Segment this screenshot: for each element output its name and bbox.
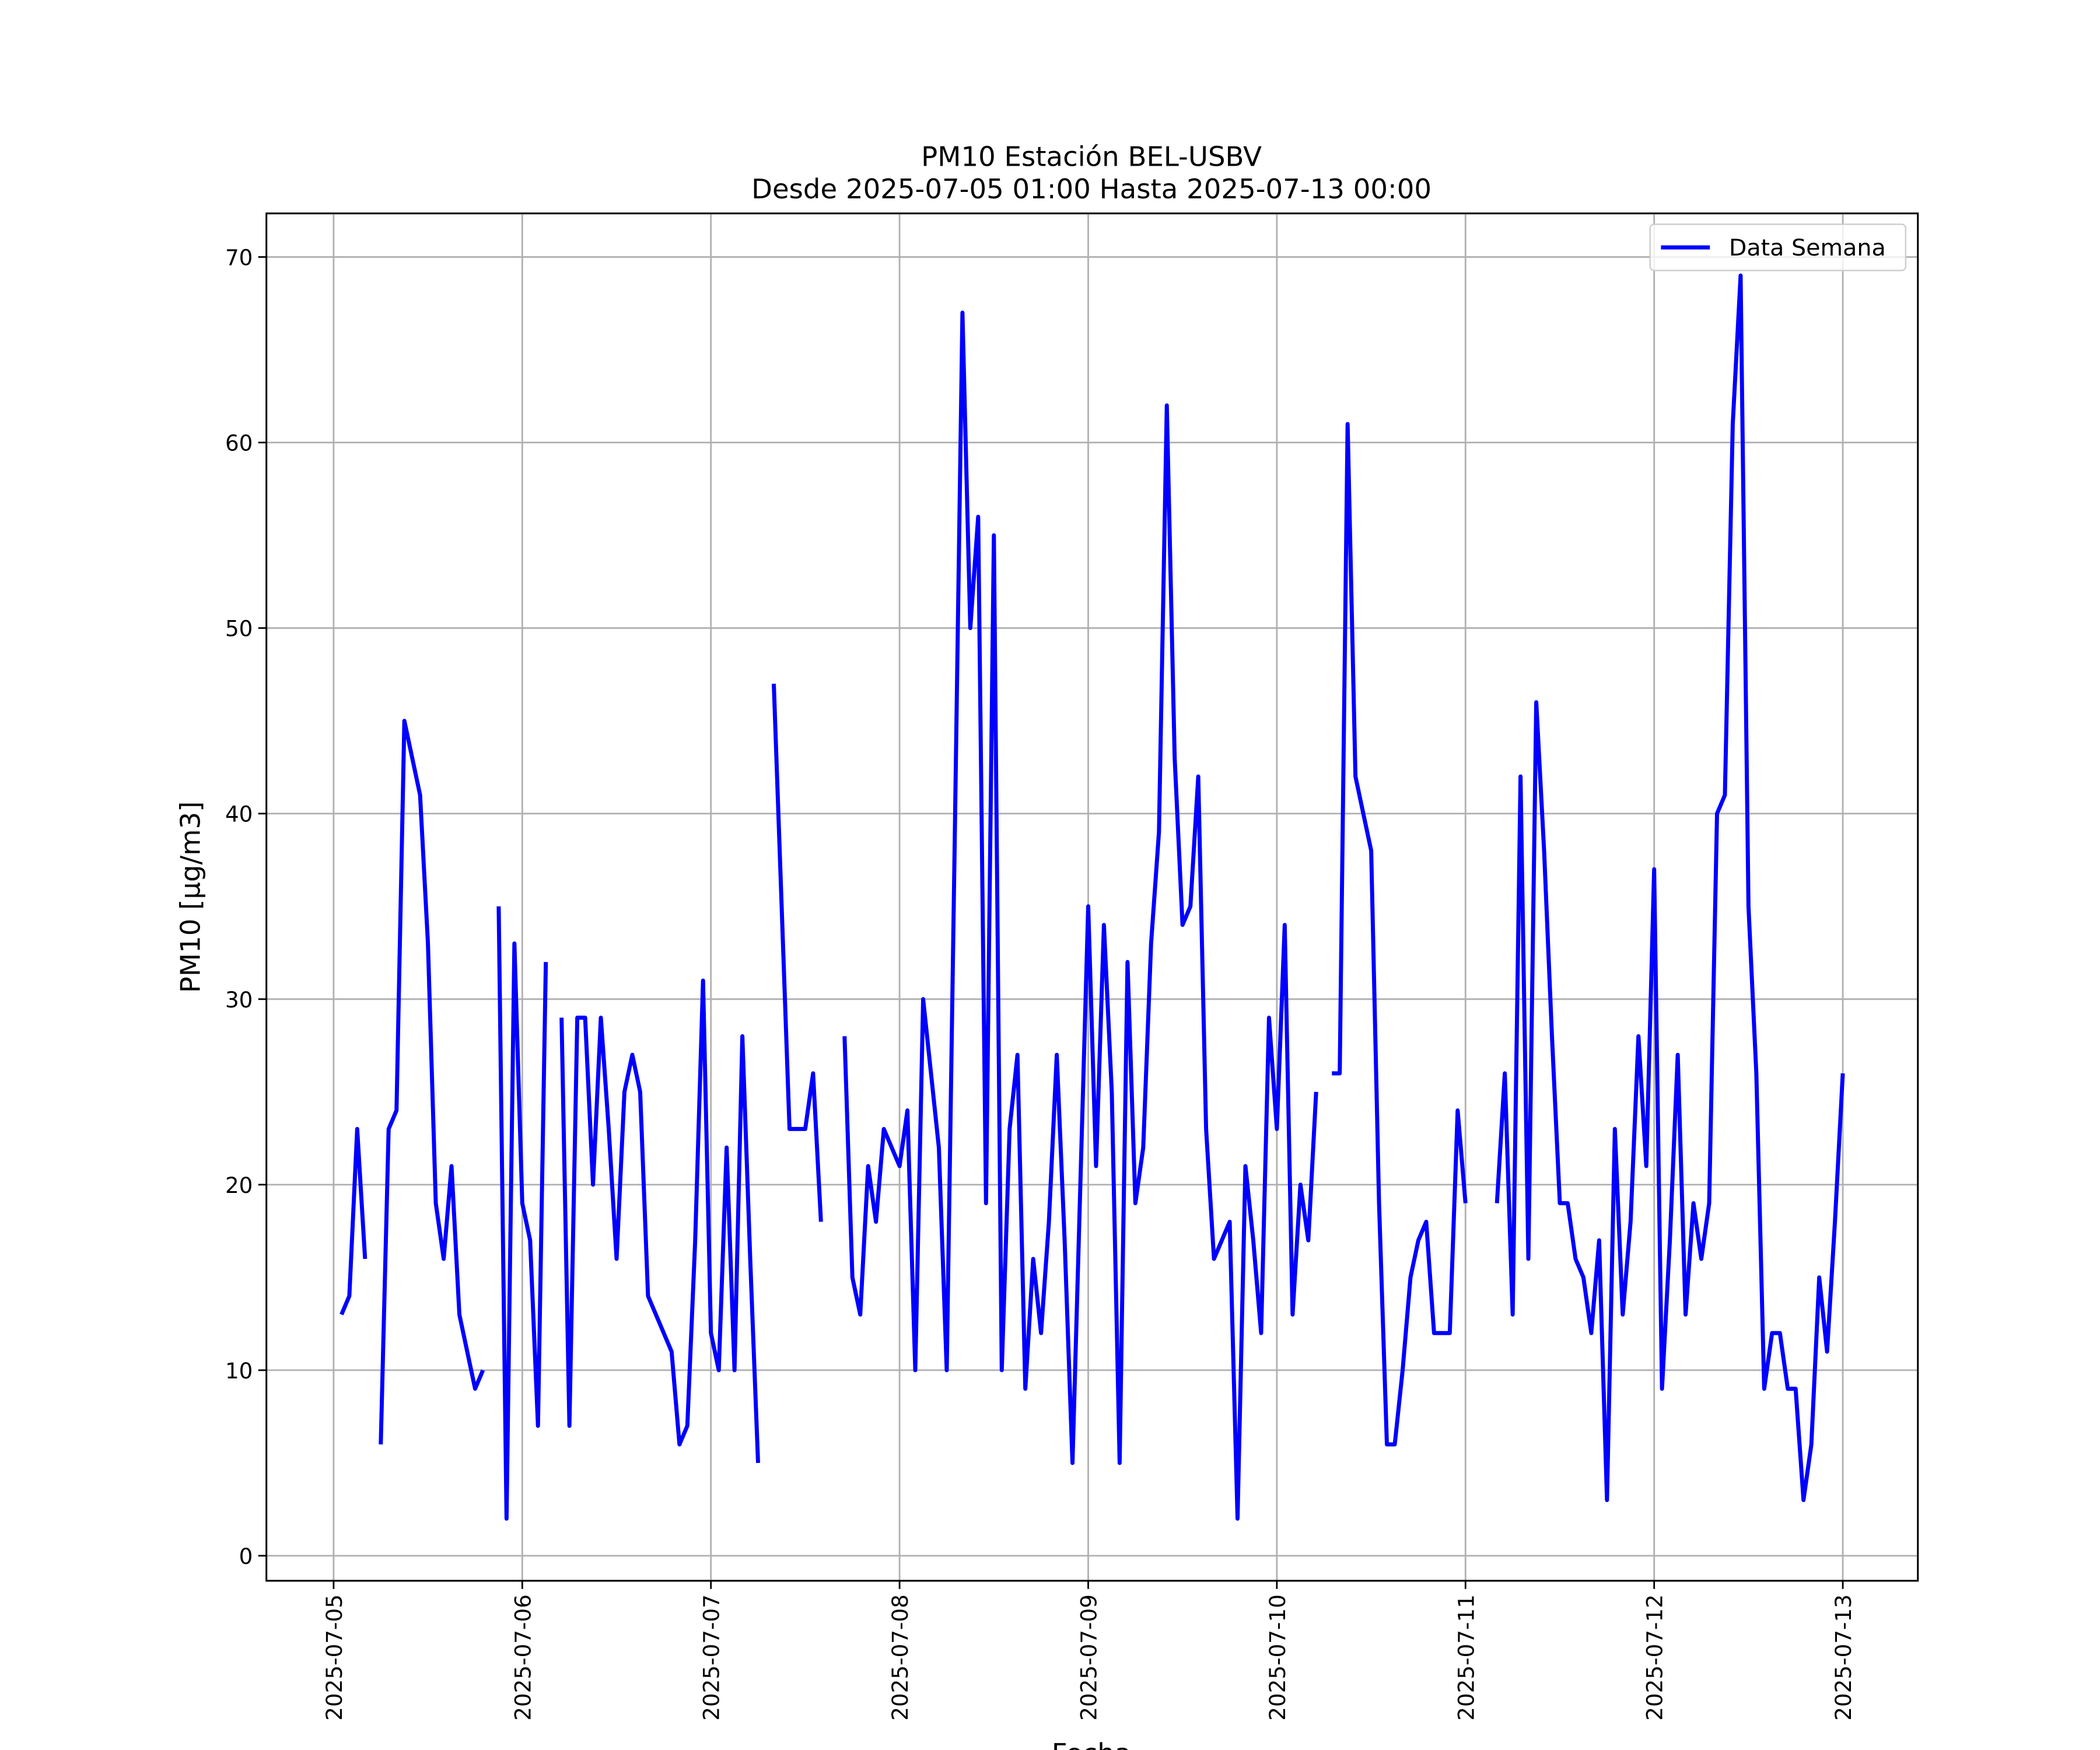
legend-label: Data Semana [1729,235,1886,261]
x-tick-label: 2025-07-05 [321,1594,347,1721]
legend: Data Semana [1649,223,1906,271]
y-tick-label: 50 [225,616,253,642]
y-tick-label: 10 [225,1358,253,1384]
x-tick-label: 2025-07-11 [1453,1594,1479,1721]
y-tick-label: 0 [239,1544,253,1569]
data-line [340,273,1845,1521]
chart-subtitle: Desde 2025-07-05 01:00 Hasta 2025-07-13 … [751,173,1432,205]
x-tick-label: 2025-07-08 [887,1594,913,1721]
plot-frame [265,212,1919,1582]
y-tick-label: 20 [225,1172,253,1198]
y-tick-label: 60 [225,430,253,456]
x-tick-label: 2025-07-13 [1831,1594,1856,1721]
x-tick-label: 2025-07-06 [510,1594,536,1721]
y-tick-label: 40 [225,802,253,827]
y-tick-label: 30 [225,987,253,1013]
x-axis-label: Fecha [1052,1738,1132,1750]
x-tick-label: 2025-07-07 [699,1594,724,1721]
chart-title: PM10 Estación BEL-USBV [921,141,1262,172]
x-tick-label: 2025-07-12 [1642,1594,1668,1721]
x-tick-label: 2025-07-09 [1076,1594,1101,1721]
x-tick-label: 2025-07-10 [1265,1594,1290,1721]
y-axis-label: PM10 [μg/m3] [175,802,206,993]
legend-box [1649,223,1906,271]
y-tick-label: 70 [225,245,253,271]
